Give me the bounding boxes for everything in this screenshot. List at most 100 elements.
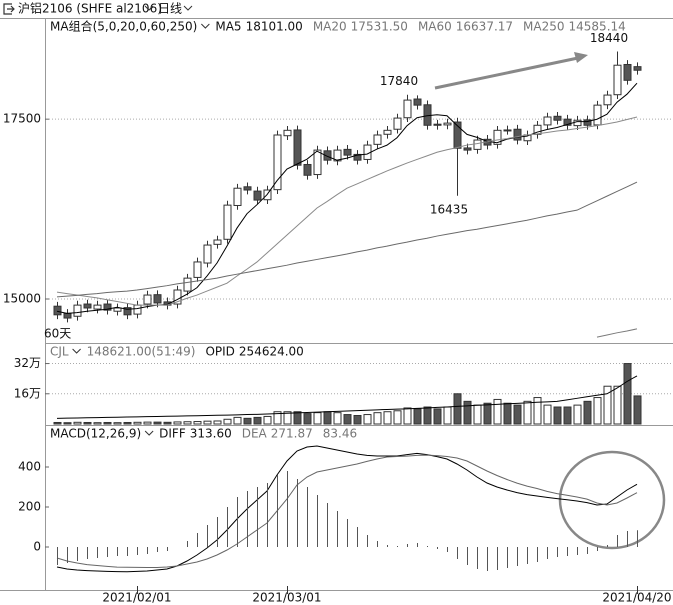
candle-body [373,134,382,145]
volume-bar [513,404,522,425]
volume-bar [483,402,492,425]
y-tick-label: 400 [18,460,41,474]
series-line [56,445,638,573]
volume-bar [73,421,82,425]
period[interactable]: 日线 [158,2,182,16]
volume-bar [463,400,472,425]
volume-bar [243,417,252,425]
candle-body [83,303,92,309]
candle-body [143,294,152,305]
legend-name: MA20 [313,20,347,34]
volume-bar [153,421,162,425]
volume-bar [193,421,202,425]
chevron [201,23,210,29]
price-annotation: 17840 [380,74,418,88]
chevron [144,430,154,436]
candle-body [233,187,242,206]
volume-bar [603,385,612,425]
volume-bar [103,421,112,425]
symbol[interactable]: 沪铝2106 (SHFE al2106) [18,1,162,16]
legend-name: MA250 [523,20,564,34]
volume-bar [53,421,62,425]
candle-body [203,244,212,264]
volume-bar [623,363,632,425]
candle-body [263,189,272,201]
volume-bar [413,408,422,425]
candle-body [493,129,502,145]
candle-body [453,121,462,149]
chevron [144,5,154,11]
candle-body [473,139,482,150]
series-line [56,375,638,419]
candle-body [343,148,352,156]
candle-body [563,118,572,126]
volume-bar [83,421,92,425]
volume-bar [333,412,342,425]
period-note: 60天 [44,327,71,341]
candle-body [153,294,162,304]
price-annotation: 16435 [430,202,468,216]
candle-body [383,129,392,135]
volume-bar [573,404,582,425]
candle-body [393,117,402,130]
candle-body [243,186,252,191]
candle-body [73,304,82,317]
y-tick-label: 0 [33,540,41,554]
candle-body [633,66,642,71]
volume-bar [393,410,402,425]
candle-body [213,239,222,245]
series-line [596,328,638,338]
indicator-title: MACD(12,26,9) [50,427,141,441]
candle-body [283,129,292,137]
volume-bar [303,413,312,425]
volume-bar [283,411,292,425]
legend-value: 16637.17 [456,20,513,34]
volume-bar [203,420,212,425]
volume-bar [273,411,282,425]
volume-bar [583,400,592,425]
volume-bar [473,404,482,425]
candle-body [103,303,112,311]
trend-arrow-head [574,52,588,63]
trend-arrow [434,56,579,90]
legend-value: 148621.00(51:49) [87,345,196,359]
legend-value: 313.60 [190,427,232,441]
volume-bar [143,421,152,425]
volume-bar [543,404,552,425]
volume-bar [633,395,642,425]
legend-value: 18101.00 [246,20,303,34]
volume-bar [133,421,142,425]
legend-name: MA60 [418,20,452,34]
candle-body [323,150,332,161]
candle-body [543,116,552,126]
candle-body [403,99,412,119]
volume-bar [293,411,302,425]
candle-body [123,307,132,316]
y-tick-label: 16万 [14,386,41,400]
candle-body [593,104,602,126]
candle-body [583,119,592,126]
volume-bar [63,422,72,425]
x-tick-label: 2021/04/20 [602,591,671,605]
back-icon[interactable] [3,3,15,15]
candle-body [603,94,612,106]
candle-body [193,261,202,278]
candle-body [573,119,582,127]
y-tick-label: 15000 [3,291,41,305]
candle-body [223,204,232,240]
volume-bar [373,412,382,425]
candle-body [293,129,302,166]
legend-name: OPID [205,345,234,359]
volume-bar [163,421,172,425]
volume-bar [523,400,532,425]
candle-body [253,190,262,201]
volume-bar [353,415,362,425]
candle-body [503,129,512,132]
volume-bar [213,420,222,425]
highlight-circle [558,450,666,550]
x-tick-label: 2021/02/01 [102,591,171,605]
volume-bar [123,421,132,425]
volume-bar [233,416,242,425]
candle-body [93,304,102,310]
chevron [72,348,81,354]
